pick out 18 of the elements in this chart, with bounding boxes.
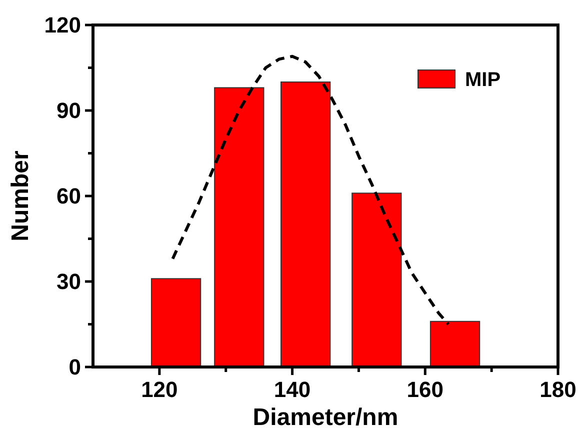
y-axis-title: Number (7, 150, 34, 242)
bar (352, 192, 402, 368)
legend-label: MIP (465, 69, 501, 91)
bar (280, 82, 331, 368)
y-tick-label: 60 (56, 184, 81, 209)
x-tick-label: 160 (406, 377, 444, 402)
bar (214, 87, 264, 368)
x-tick-label: 140 (274, 377, 311, 402)
y-tick-label: 120 (44, 12, 81, 38)
x-tick-label: 180 (540, 377, 576, 402)
x-tick-label: 120 (141, 377, 178, 402)
y-tick-label: 90 (56, 98, 81, 124)
bar (430, 320, 480, 368)
bar (150, 278, 202, 368)
x-axis-title: Diameter/nm (252, 404, 398, 431)
line-series (171, 54, 450, 326)
y-tick-label: 30 (56, 269, 81, 294)
y-tick-label: 0 (68, 354, 81, 380)
